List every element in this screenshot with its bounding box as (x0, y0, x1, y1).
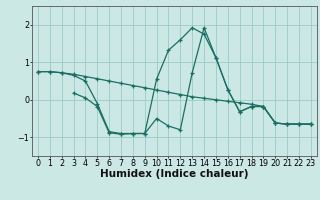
X-axis label: Humidex (Indice chaleur): Humidex (Indice chaleur) (100, 169, 249, 179)
